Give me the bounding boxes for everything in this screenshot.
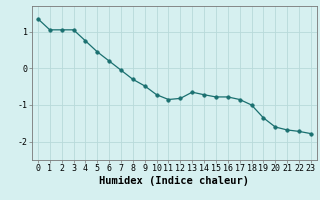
X-axis label: Humidex (Indice chaleur): Humidex (Indice chaleur)	[100, 176, 249, 186]
